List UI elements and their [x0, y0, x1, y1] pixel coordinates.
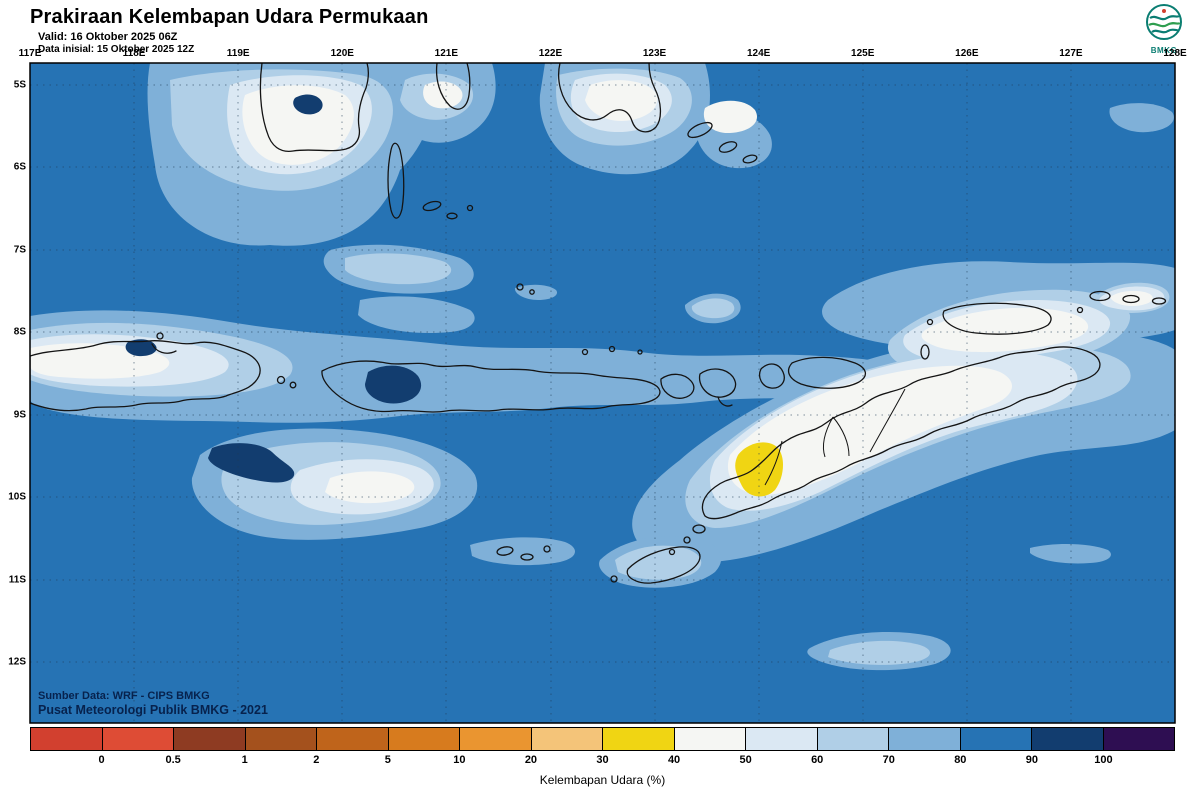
legend-color-cell — [102, 728, 174, 750]
legend-color-cell — [1103, 728, 1174, 750]
legend-tick: 90 — [1025, 754, 1038, 766]
legend-caption: Kelembapan Udara (%) — [539, 773, 666, 787]
legend-tick: 0 — [98, 754, 105, 766]
coastlines — [30, 63, 1167, 584]
graticule-grid — [30, 63, 1175, 723]
legend-color-cell — [674, 728, 746, 750]
legend-tick: 60 — [811, 754, 824, 766]
legend-tick-labels: 0 0.5 1 2 5 10 20 30 40 50 60 70 80 90 100 — [30, 754, 1175, 768]
init-time-label: Data inisial: 15 Oktober 2025 12Z — [38, 44, 195, 55]
legend-color-cell — [174, 728, 246, 750]
legend-color-cell — [460, 728, 532, 750]
valid-time-label: Valid: 16 Oktober 2025 06Z — [38, 31, 178, 43]
legend-color-cell — [1032, 728, 1104, 750]
producer-credit: Pusat Meteorologi Publik BMKG - 2021 — [38, 703, 268, 717]
data-source-credit: Sumber Data: WRF - CIPS BMKG — [38, 690, 210, 702]
admin-borders — [764, 388, 906, 486]
legend-color-cell — [960, 728, 1032, 750]
page-title: Prakiraan Kelembapan Udara Permukaan — [30, 6, 429, 28]
legend-color-cell — [889, 728, 961, 750]
bmkg-logo: BMKG — [1138, 3, 1190, 55]
legend-tick: 2 — [313, 754, 320, 766]
contour-rh-30-40 — [735, 442, 784, 497]
legend-color-cell — [31, 728, 103, 750]
legend-tick: 20 — [524, 754, 538, 766]
legend-tick: 40 — [667, 754, 681, 766]
legend-colorbar — [30, 727, 1175, 751]
legend-color-cell — [817, 728, 889, 750]
legend-color-cell — [746, 728, 818, 750]
legend-color-cell — [531, 728, 603, 750]
legend-color-cell — [317, 728, 389, 750]
contour-rh-90-100 — [125, 94, 422, 483]
legend-color-cell — [603, 728, 675, 750]
legend-tick: 5 — [384, 754, 391, 766]
map-frame — [29, 62, 1176, 724]
legend-color-cell — [388, 728, 460, 750]
legend-tick: 80 — [954, 754, 967, 766]
legend-tick: 100 — [1094, 754, 1113, 766]
legend-color-cell — [245, 728, 317, 750]
legend-tick: 1 — [241, 754, 248, 766]
bmkg-logo-label: BMKG — [1150, 46, 1178, 55]
legend-tick: 70 — [882, 754, 895, 766]
legend-tick: 30 — [596, 754, 609, 766]
bmkg-logo-icon — [1146, 4, 1182, 40]
legend-tick: 10 — [453, 754, 466, 766]
legend-tick: 0.5 — [165, 754, 181, 766]
legend-tick: 50 — [739, 754, 752, 766]
